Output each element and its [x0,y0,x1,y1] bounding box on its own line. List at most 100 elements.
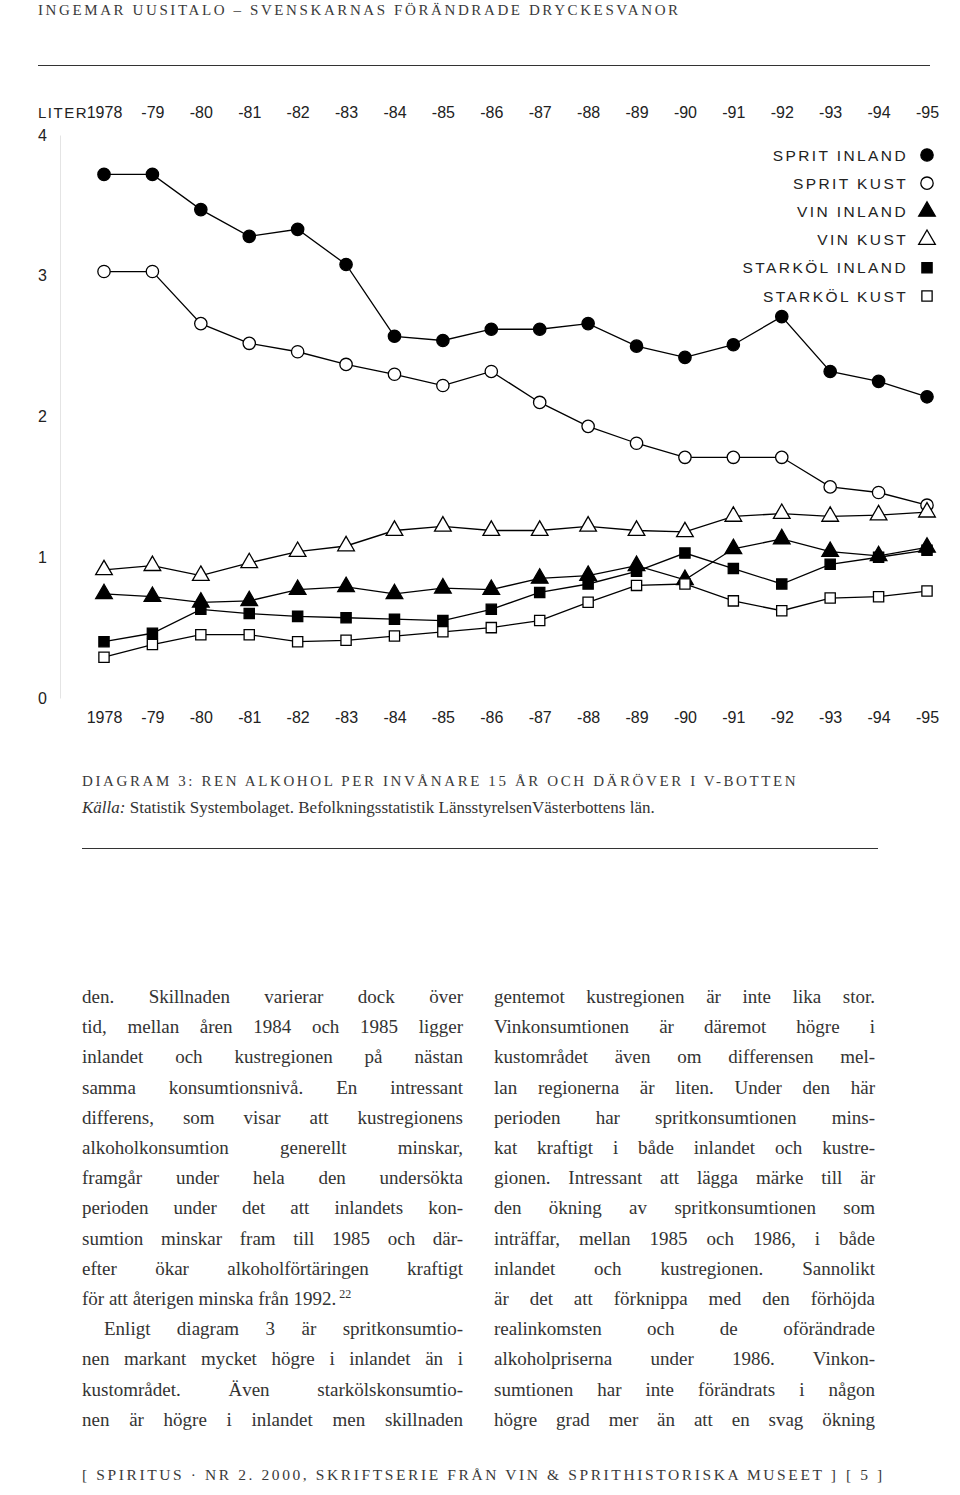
y-tick-label: 3 [38,267,47,284]
x-tick-label: -91 [722,709,745,726]
text-line: inlandet och kustregionen på nästan [82,1042,463,1072]
text-column: gentemot kustregionen är inte lika stor.… [494,982,875,1435]
x-tick: -83 [335,709,358,726]
text-line: nen är högre i inlandet men skillnaden [82,1405,463,1435]
data-point [147,628,157,638]
legend-item: VIN INLAND [797,202,935,220]
data-point [531,521,548,535]
text: lan regionerna är liten. Under den här [494,1077,875,1098]
x-tick: -91 [722,709,745,726]
data-point [438,615,448,625]
data-point [628,521,645,535]
data-point [872,375,884,387]
data-point [340,258,352,270]
data-point [192,566,209,580]
text: inlandet och kustregionen. Sannolikt [494,1258,875,1279]
data-point [486,604,496,614]
data-point [435,579,452,593]
text-line: den ökning av spritkonsumtionen som [494,1193,875,1223]
data-point [99,637,109,647]
data-point [580,566,597,580]
x-tick: -79 [141,104,164,121]
text: perioden under det att inlandets kon- [82,1197,463,1218]
y-tick-label: 4 [38,127,47,144]
text: sumtionen har inte förändrats i någon [494,1379,875,1400]
data-point [241,591,258,605]
text-line: är det att förknippa med den förhöjda [494,1284,875,1314]
footnote-ref: 22 [339,1287,351,1301]
x-tick-label: -89 [625,104,648,121]
data-point [289,580,306,594]
text-line: nen markant mycket högre i inlandet än i [82,1344,463,1374]
x-axis-bottom: 1978-79-80-81-82-83-84-85-86-87-88-89-90… [87,709,939,726]
x-tick-label: -79 [141,709,164,726]
x-tick-label: -92 [771,104,794,121]
x-axis-top-line [105,118,928,119]
x-axis-top: 1978-79-80-81-82-83-84-85-86-87-88-89-90… [87,104,939,121]
text: högre grad mer än att en svag ökning [494,1409,875,1430]
data-point [777,579,787,589]
x-tick-label: -80 [190,104,213,121]
y-axis: 01234 [38,127,61,707]
text: kustområdet. Även starkölskonsumtio- [82,1379,463,1400]
data-point [580,517,597,531]
x-tick: 1978 [87,104,123,121]
x-tick: 1978 [87,709,123,726]
text: inträffar, mellan 1985 och 1986, i både [494,1228,875,1249]
y-tick: 3 [38,267,60,284]
data-point [437,379,449,391]
text: Enligt diagram 3 är spritkonsumtio- [104,1318,463,1339]
x-tick-label: -94 [868,709,891,726]
text: realinkomsten och de oförändrade [494,1318,875,1339]
data-point [583,579,593,589]
data-point [822,507,839,521]
data-point [825,559,835,569]
data-point [293,611,303,621]
data-point [386,584,403,598]
series-line [104,584,927,657]
text: tid, mellan åren 1984 och 1985 ligger [82,1016,463,1037]
text-line: gentemot kustregionen är inte lika stor. [494,982,875,1012]
y-tick: 0 [38,690,60,707]
legend-marker [919,202,936,216]
x-tick: -93 [819,709,842,726]
data-point [873,552,883,562]
x-tick: -87 [529,709,552,726]
x-tick-label: -92 [771,709,794,726]
data-point [244,630,254,640]
x-tick: -85 [432,709,455,726]
data-point [289,542,306,556]
text-line: alkoholkonsumtion generellt minskar, [82,1133,463,1163]
data-point [146,265,158,277]
space [125,798,129,817]
y-tick-label: 0 [38,690,47,707]
x-tick: -84 [383,709,406,726]
y-axis-label: LITER [38,104,88,121]
x-tick-label: 1978 [87,104,123,121]
text-line: kustområdet. Även starkölskonsumtio- [82,1375,463,1405]
x-tick-label: -89 [625,709,648,726]
series-line [104,539,927,602]
x-tick-label: -79 [141,104,164,121]
text-line: Enligt diagram 3 är spritkonsumtio- [82,1314,463,1344]
data-point [582,420,594,432]
data-point [96,560,113,574]
x-tick: -89 [625,104,648,121]
text: samma konsumtionsnivå. En intressant [82,1077,463,1098]
data-point [773,529,790,543]
x-tick-label: -90 [674,104,697,121]
text: den. Skillnaden varierar dock över [82,986,463,1007]
data-point [144,556,161,570]
x-tick: -93 [819,104,842,121]
data-point [341,613,351,623]
chart: 01234LITER1978-79-80-81-82-83-84-85-86-8… [0,0,960,760]
data-point [824,481,836,493]
x-tick-label: -95 [916,104,939,121]
text-line: tid, mellan åren 1984 och 1985 ligger [82,1012,463,1042]
text-line: framgår under hela den undersökta [82,1163,463,1193]
text: alkoholkonsumtion generellt minskar, [82,1137,463,1158]
data-point [338,536,355,550]
legend-item: STARKÖL INLAND [743,259,933,276]
data-point [728,563,738,573]
data-point [195,203,207,215]
